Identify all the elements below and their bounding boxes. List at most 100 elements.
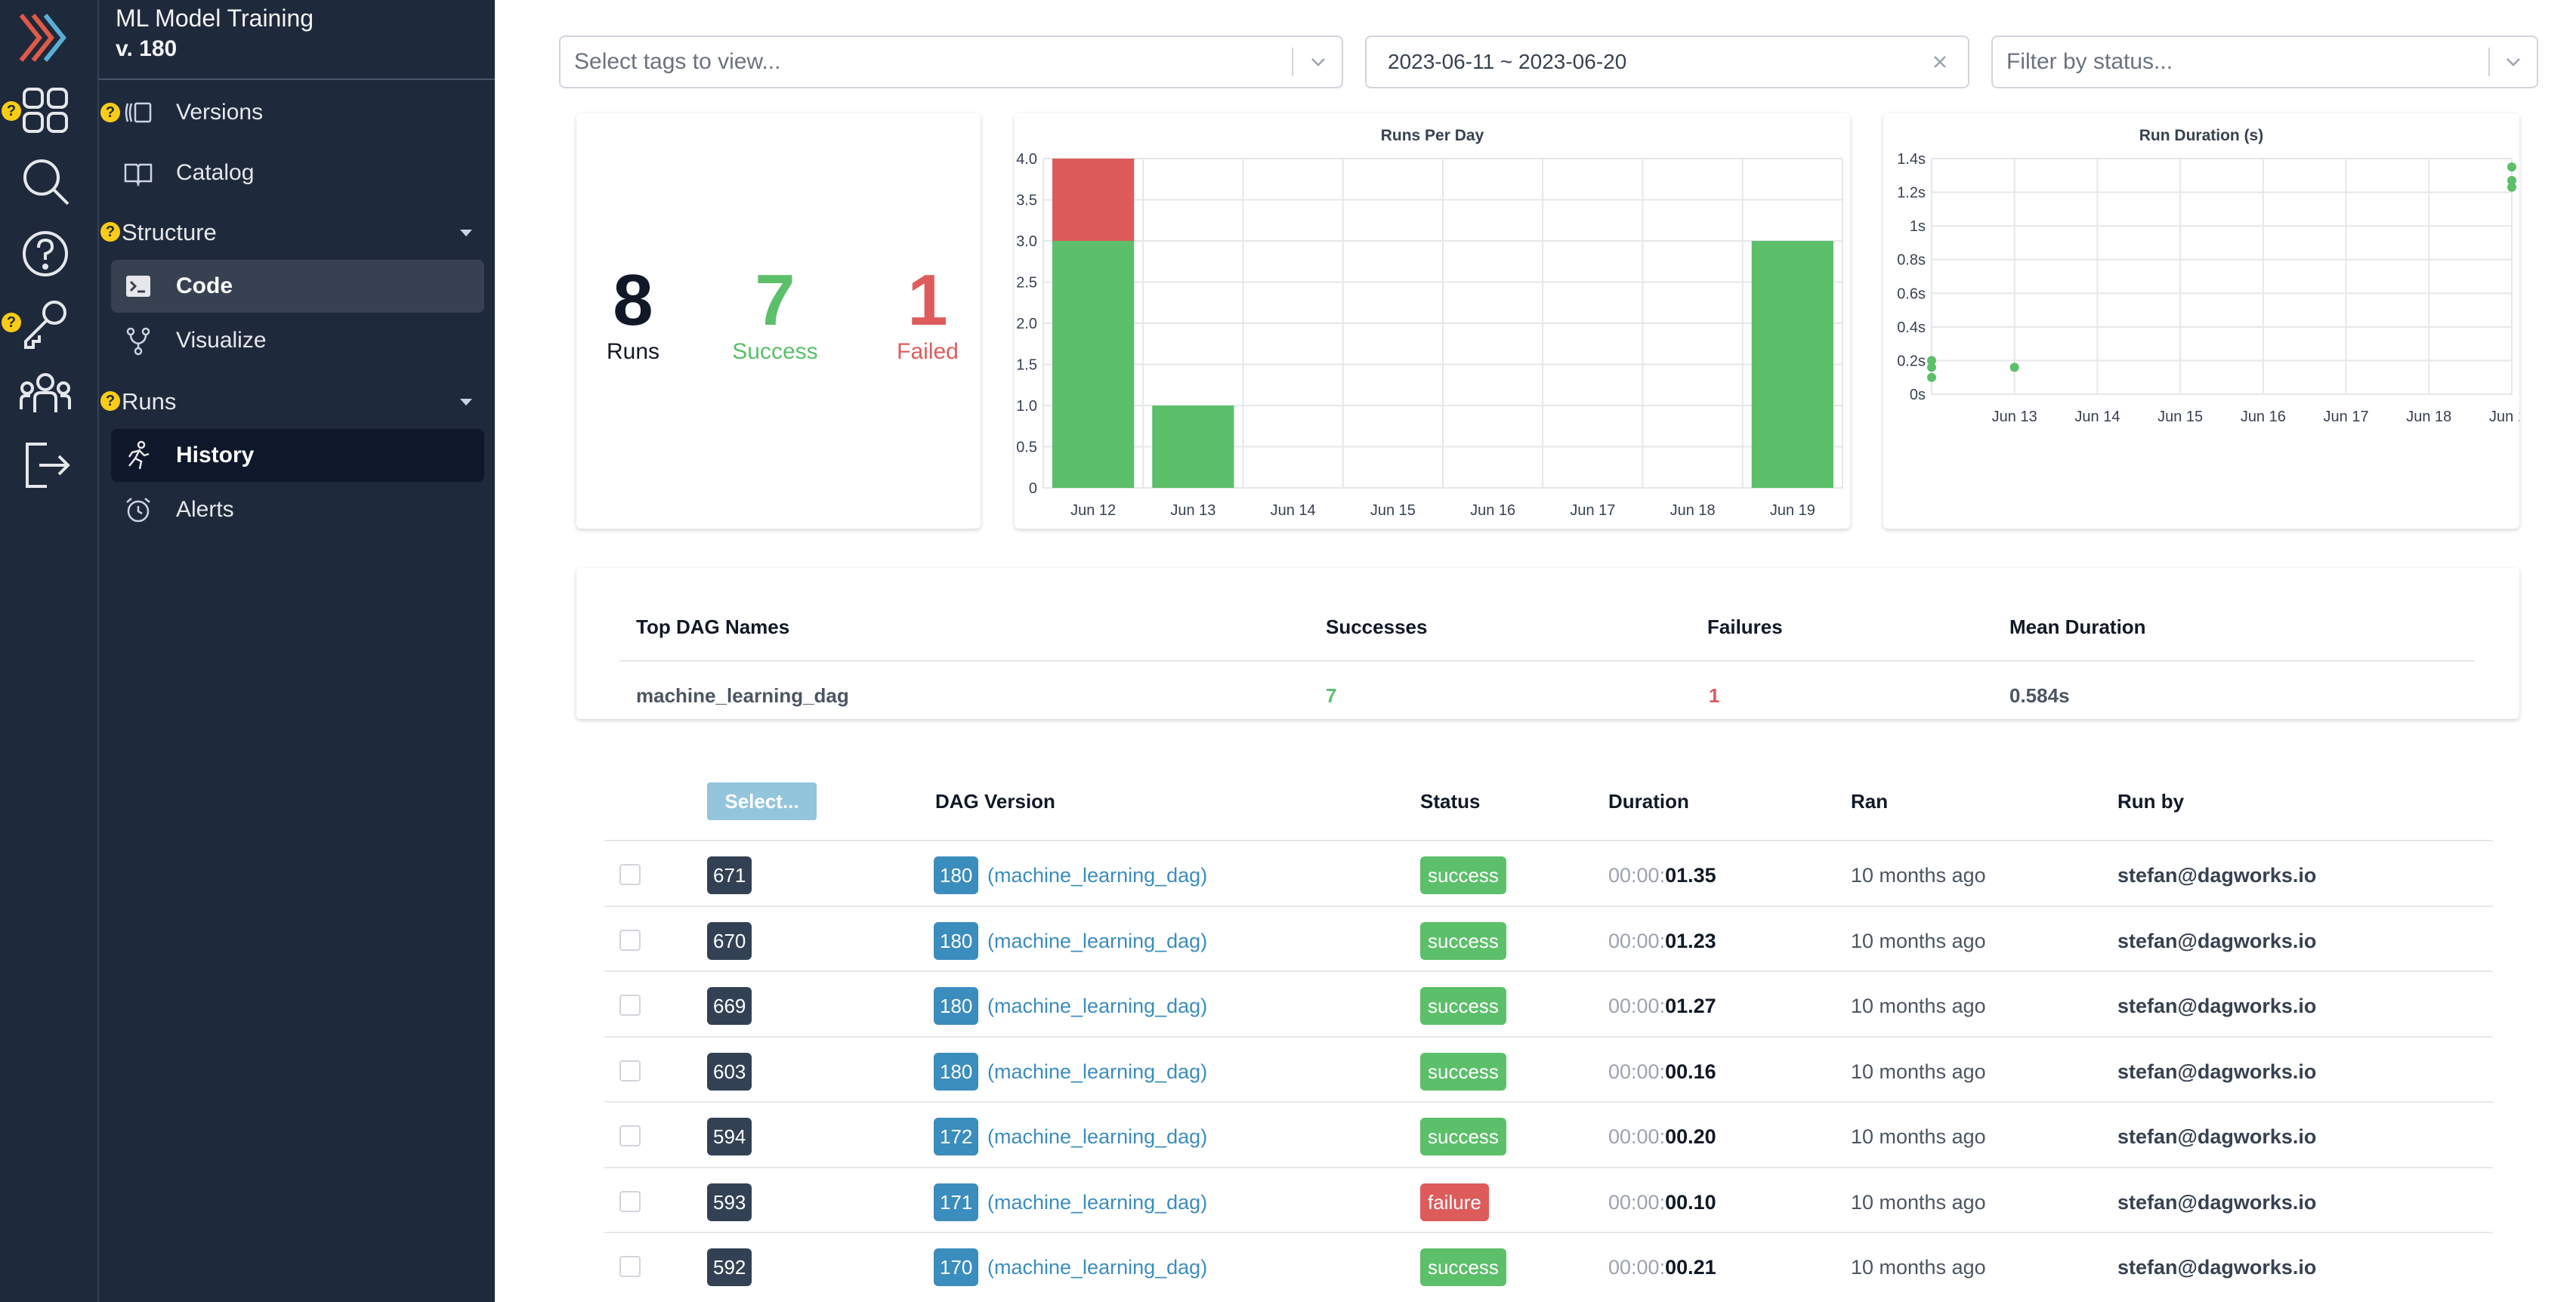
run-by-header: Run by <box>2117 790 2185 813</box>
table-row[interactable]: 603 180 (machine_learning_dag) success 00:00… <box>604 1035 2493 1101</box>
sidebar-item-alerts[interactable]: Alerts <box>111 483 484 536</box>
alarm-clock-icon <box>126 498 150 523</box>
key-icon[interactable] <box>17 295 74 352</box>
dashboard-grid-icon[interactable] <box>17 82 74 139</box>
row-checkbox[interactable] <box>619 1256 641 1277</box>
table-row[interactable]: 593 171 (machine_learning_dag) failure 00:00… <box>604 1166 2493 1232</box>
failures-header: Failures <box>1707 616 1783 638</box>
x-tick-label: Jun 17 <box>2324 409 2369 425</box>
version-badge[interactable]: 171 <box>934 1183 979 1221</box>
row-checkbox[interactable] <box>619 1125 641 1146</box>
run-id-badge[interactable]: 671 <box>707 856 752 894</box>
dag-name-link[interactable]: (machine_learning_dag) <box>987 1190 1208 1214</box>
x-tick-label: Jun 16 <box>2241 409 2286 425</box>
table-row[interactable]: 592 170 (machine_learning_dag) success 00:00… <box>604 1232 2493 1297</box>
row-checkbox[interactable] <box>619 864 641 885</box>
table-row[interactable]: 669 180 (machine_learning_dag) success 00:00… <box>604 970 2493 1035</box>
failed-stat: 1 Failed <box>879 263 977 366</box>
sidebar-section-label: Runs <box>122 388 177 415</box>
status-badge: failure <box>1420 1183 1489 1221</box>
duration-prefix: 00:00: <box>1608 1125 1666 1148</box>
run-by-cell: stefan@dagworks.io <box>2117 929 2317 952</box>
duration-value: 00.20 <box>1665 1125 1716 1148</box>
dag-name-link[interactable]: (machine_learning_dag) <box>987 1125 1208 1148</box>
sidebar-item-visualize[interactable]: Visualize <box>111 314 484 367</box>
y-tick-label: 2.0 <box>1016 316 1037 332</box>
duration-value: 00.10 <box>1665 1190 1716 1214</box>
x-tick-label: Jun 18 <box>1670 502 1716 519</box>
failures-cell: 1 <box>1709 684 1720 707</box>
dag-name-link[interactable]: (machine_learning_dag) <box>987 1060 1208 1083</box>
dagworks-logo-icon[interactable] <box>17 9 74 66</box>
table-row[interactable]: 671 180 (machine_learning_dag) success 00:00… <box>604 840 2493 905</box>
tags-select-placeholder: Select tags to view... <box>574 49 781 74</box>
version-badge[interactable]: 170 <box>934 1248 979 1286</box>
duration-prefix: 00:00: <box>1608 864 1666 887</box>
duration-prefix: 00:00: <box>1608 929 1666 952</box>
run-id-badge[interactable]: 594 <box>707 1118 752 1155</box>
x-tick-label: Jun 17 <box>1570 502 1615 519</box>
run-id-badge[interactable]: 593 <box>707 1183 752 1221</box>
sidebar-item-code[interactable]: Code <box>111 260 484 313</box>
help-badge-icon: ? <box>100 103 120 122</box>
select-button[interactable]: Select... <box>707 782 817 820</box>
ran-cell: 10 months ago <box>1851 1125 1986 1148</box>
row-checkbox[interactable] <box>619 995 641 1016</box>
table-row[interactable]: 594 172 (machine_learning_dag) success 00:00… <box>604 1101 2493 1166</box>
help-badge-icon: ? <box>2 101 21 121</box>
version-badge[interactable]: 180 <box>934 856 979 894</box>
duration-cell: 00:00:00.16 <box>1608 1053 1716 1091</box>
data-point <box>2507 162 2516 172</box>
duration-value: 00.16 <box>1665 1060 1716 1083</box>
dag-name-link[interactable]: (machine_learning_dag) <box>987 929 1208 952</box>
run-id-badge[interactable]: 603 <box>707 1052 752 1091</box>
dag-summary-card <box>576 568 2519 719</box>
ran-cell: 10 months ago <box>1851 864 1986 887</box>
logout-icon[interactable] <box>17 437 74 494</box>
ran-cell: 10 months ago <box>1851 995 1986 1017</box>
run-id-badge[interactable]: 669 <box>707 987 752 1025</box>
x-tick-label: Jun 15 <box>2157 409 2203 425</box>
running-person-icon <box>128 440 150 470</box>
version-badge[interactable]: 180 <box>934 921 979 960</box>
run-id-badge[interactable]: 592 <box>707 1248 752 1286</box>
team-icon[interactable] <box>17 366 74 423</box>
y-tick-label: 3.0 <box>1016 233 1037 250</box>
y-tick-label: 1.5 <box>1016 357 1037 374</box>
row-checkbox[interactable] <box>619 929 641 951</box>
table-row[interactable]: 670 180 (machine_learning_dag) success 00:00… <box>604 905 2493 970</box>
chevron-down-icon <box>1311 58 1325 66</box>
x-tick-label: Jun 13 <box>1992 409 2037 425</box>
status-badge: success <box>1420 921 1506 960</box>
row-checkbox[interactable] <box>619 1190 641 1212</box>
row-checkbox[interactable] <box>619 1060 641 1081</box>
run-duration-card: Run Duration (s) 0s 0.2s 0.4s 0.6s 0.8s 1s 1.2… <box>1883 113 2534 529</box>
run-id-badge[interactable]: 670 <box>707 921 752 960</box>
dag-name-link[interactable]: (machine_learning_dag) <box>987 1256 1208 1279</box>
version-badge[interactable]: 172 <box>934 1118 979 1155</box>
date-range-value: 2023-06-11 ~ 2023-06-20 <box>1388 50 1627 73</box>
sidebar-section-structure[interactable]: Structure <box>99 210 495 255</box>
version-badge[interactable]: 180 <box>934 1052 979 1091</box>
y-tick-label: 2.5 <box>1016 275 1037 292</box>
ran-cell: 10 months ago <box>1851 929 1986 952</box>
sidebar-section-runs[interactable]: Runs <box>99 379 495 424</box>
status-select-placeholder: Filter by status... <box>2006 49 2173 74</box>
version-badge[interactable]: 180 <box>934 987 979 1025</box>
duration-value: 01.27 <box>1665 995 1716 1017</box>
clear-icon[interactable] <box>1929 51 1951 73</box>
dag-name-link[interactable]: (machine_learning_dag) <box>987 995 1208 1017</box>
date-range-picker[interactable]: 2023-06-11 ~ 2023-06-20 <box>1365 35 1969 88</box>
sidebar-item-versions[interactable]: Versions <box>111 86 484 139</box>
sidebar-item-history[interactable]: History <box>111 429 484 482</box>
tags-select[interactable]: Select tags to view... <box>559 35 1343 88</box>
search-icon[interactable] <box>17 153 74 210</box>
runs-count: 8 <box>613 260 653 341</box>
failed-label: Failed <box>897 339 959 364</box>
book-icon <box>124 163 153 187</box>
dag-name-link[interactable]: (machine_learning_dag) <box>987 864 1208 887</box>
help-icon[interactable] <box>17 225 74 282</box>
y-tick-label: 1.0 <box>1016 398 1037 415</box>
status-select[interactable]: Filter by status... <box>1991 35 2538 88</box>
sidebar-item-catalog[interactable]: Catalog <box>111 147 484 199</box>
